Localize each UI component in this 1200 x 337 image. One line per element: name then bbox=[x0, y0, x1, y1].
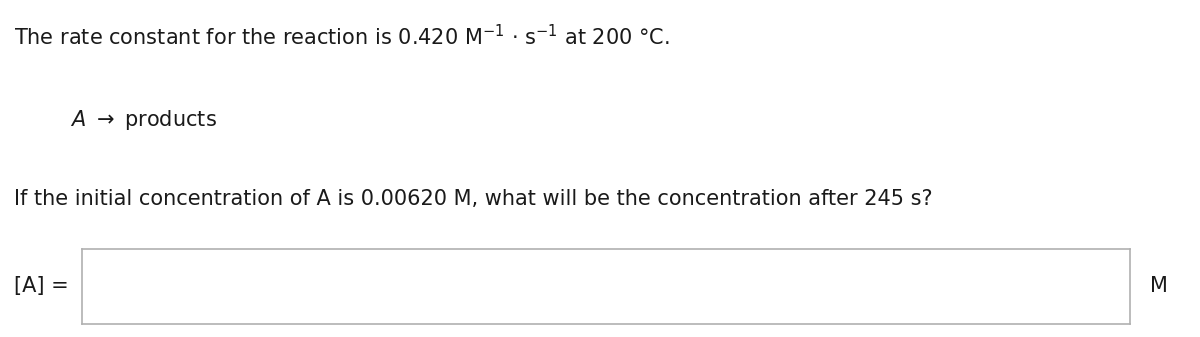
Text: If the initial concentration of A is 0.00620 M, what will be the concentration a: If the initial concentration of A is 0.0… bbox=[14, 189, 934, 209]
Text: [A] =: [A] = bbox=[14, 276, 70, 297]
Text: M: M bbox=[1150, 276, 1168, 297]
Text: $A$ $\rightarrow$ products: $A$ $\rightarrow$ products bbox=[70, 108, 216, 132]
Text: The rate constant for the reaction is 0.420 M$^{-1}$ $\cdot$ s$^{-1}$ at 200 °C.: The rate constant for the reaction is 0.… bbox=[14, 24, 670, 49]
